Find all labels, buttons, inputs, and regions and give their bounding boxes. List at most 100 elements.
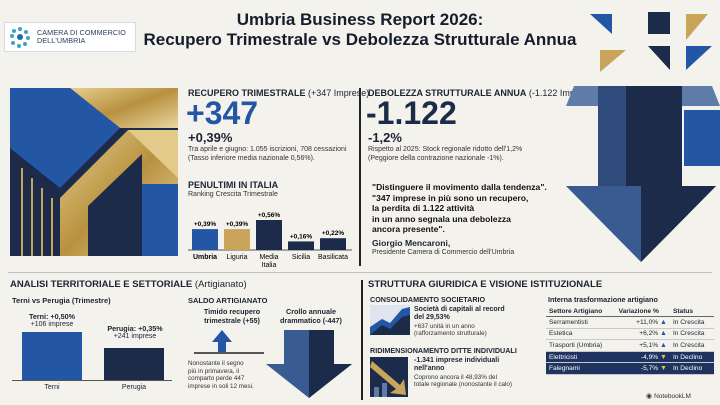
cell-variazione-value: +5,1% [639,341,659,349]
col-variazione: Variazione % [615,306,670,317]
recupero-heading-note: (+347 Imprese) [308,88,370,98]
recupero-heading-title: RECUPERO TRIMESTRALE [188,88,306,98]
ranking-value-label: +0,39% [226,221,248,228]
title-line-1: Umbria Business Report 2026: [236,10,484,29]
rid-desc-2: totale regionale (nonostante il calo) [414,381,513,389]
tp-baseline [12,380,172,381]
chamber-logo-icon [10,27,30,48]
ridimensionamento-title: RIDIMENSIONAMENTO DITTE INDIVIDUALI [370,346,517,355]
saldo-note-2: più in primavera, il [188,367,240,375]
president-quote: "Distinguere il movimento dalla tendenza… [372,182,547,235]
recupero-up-arrow [212,330,232,352]
consolidamento-title: CONSOLIDAMENTO SOCIETARIO [370,295,486,304]
growth-chart-icon [370,305,410,335]
decline-arrow-art [566,86,720,262]
quote-line-5: ancora presente". [372,224,445,234]
quote-line-4: in un anno segnala una debolezza [372,213,511,224]
terni-values: Terni: +0,50% +106 imprese [22,312,82,328]
ranking-category-label: Media [259,254,278,261]
timido-line-1: Timido recupero [203,307,261,316]
crollo-label: Crollo annuale drammatico (-447) [274,307,348,325]
penultimi-sub: Ranking Crescita Trimestrale [188,191,278,198]
saldo-note-4: imprese in soli 12 mesi. [188,382,254,390]
timido-line-2: trimestrale (+55) [204,315,260,325]
cell-settore: Falegnami [546,362,616,375]
cell-status: In Crescita [669,316,714,329]
page-title: Umbria Business Report 2026: Recupero Tr… [140,10,580,50]
ranking-bar [192,229,218,250]
cons-desc-1: +637 unità in un anno [414,322,475,330]
quote-author: Giorgio Mencaroni, [372,238,451,248]
cell-settore: Estetica [546,328,616,341]
ridimensionamento-text: -1.341 imprese individuali nell'anno Cop… [414,357,512,389]
debolezza-desc: Rispetto al 2025: Stock regionale ridott… [368,146,522,163]
recupero-desc-2: (Tasso inferiore media nazionale 0,56%). [188,154,315,162]
cons-desc-2: (rafforzamento strutturale) [414,330,487,338]
title-line-2: Recupero Trimestrale vs Debolezza Strutt… [143,30,577,49]
arrow-up-icon: ▲ [660,318,667,326]
analisi-heading: ANALISI TERRITORIALE E SETTORIALE (Artig… [10,279,247,290]
ranking-bar [320,238,346,250]
cell-variazione-value: +11,0% [636,318,659,326]
perugia-imprese: +241 imprese [113,333,157,340]
table-header-row: Settore Artigiano Variazione % Status [546,306,714,317]
debolezza-pct: -1,2% [368,130,402,145]
ranking-value-label: +0,39% [194,221,216,228]
struttura-heading: STRUTTURA GIURIDICA E VISIONE ISTITUZION… [368,279,603,290]
terni-pct: Terni: +0,50% [28,312,75,321]
recupero-heading: RECUPERO TRIMESTRALE (+347 Imprese) [188,88,369,98]
cell-variazione-value: -4,9% [640,353,659,361]
recupero-desc: Tra aprile e giugno: 1.055 iscrizioni, 7… [188,146,347,163]
debolezza-heading: DEBOLEZZA STRUTTURALE ANNUA (-1.122 Impr… [368,88,595,98]
terni-imprese: +106 imprese [30,321,74,328]
ranking-category-label: Liguria [226,254,247,261]
rid-desc-1: Coprono ancora il 48,93% del [414,373,497,381]
timido-label: Timido recupero trimestrale (+55) [196,307,268,325]
quote-line-3: la perdita di 1.122 attività [372,203,475,213]
table-row: Serramentisti +11,0% ▲ In Crescita [546,316,714,329]
table-row: Falegnami -5,7% ▼ In Declino [546,362,714,375]
ranking-category-label: Sicilia [292,254,310,261]
cell-variazione: +6,2% ▲ [615,328,670,341]
quote-role: Presidente Camera di Commercio dell'Umbr… [372,249,515,256]
saldo-arrows [194,330,352,398]
bottom-divider [361,280,363,400]
artigiano-table: Settore Artigiano Variazione % Status Se… [546,306,714,375]
table-row: Trasporti (Umbria) +5,1% ▲ In Crescita [546,339,714,352]
cell-settore: Elettricisti [546,351,616,364]
ranking-value-label: +0,56% [258,212,280,219]
recupero-desc-1: Tra aprile e giugno: 1.055 iscrizioni, 7… [188,146,347,153]
ranking-chart: +0,39% Umbria +0,39% Liguria +0,56% MediaItal… [188,212,352,269]
penultimi-heading: PENULTIMI IN ITALIA [188,180,279,190]
notebook-logo-icon: ◉ [646,393,653,400]
rid-bold-1: -1.341 imprese individuali [414,357,500,364]
cons-bold-2: del 29,53% [414,314,450,322]
rid-bold-2: nell'anno [414,365,445,373]
ranking-category-label: Basilicata [318,254,348,261]
terni-label: Terni [44,384,60,391]
ranking-category-label: Italia [262,262,277,269]
debolezza-heading-title: DEBOLEZZA STRUTTURALE ANNUA [368,88,527,98]
perugia-bar [104,348,164,380]
col-settore: Settore Artigiano [546,306,616,317]
logo: CAMERA DI COMMERCIO DELL'UMBRIA [4,22,136,52]
debolezza-desc-2: (Peggiore della contrazione nazionale -1… [368,154,504,162]
ranking-bar [224,229,250,250]
col-status: Status [669,306,714,317]
analisi-heading-title: ANALISI TERRITORIALE E SETTORIALE [10,279,193,290]
perugia-label: Perugia [121,384,147,391]
perugia-values: Perugia: +0,35% +241 imprese [100,324,170,340]
recupero-big-number: +347 [186,95,259,131]
quote-line-1: "Distinguere il movimento dalla tendenza… [372,182,547,192]
section-divider [359,88,361,266]
ranking-bar [256,220,282,250]
debolezza-heading-note: (-1.122 Imprese) [528,88,596,98]
perugia-pct: Perugia: +0,35% [107,324,163,333]
footer-brand: ◉ NotebookLM [646,392,691,401]
debolezza-desc-1: Rispetto al 2025: Stock regionale ridott… [368,146,523,153]
cell-settore: Serramentisti [546,316,616,329]
ranking-value-label: +0,16% [290,233,312,240]
consolidamento-text: Società di capitali al record del 29,53%… [414,306,505,338]
recupero-art [10,88,178,256]
ranking-category-label: Umbria [193,254,217,261]
